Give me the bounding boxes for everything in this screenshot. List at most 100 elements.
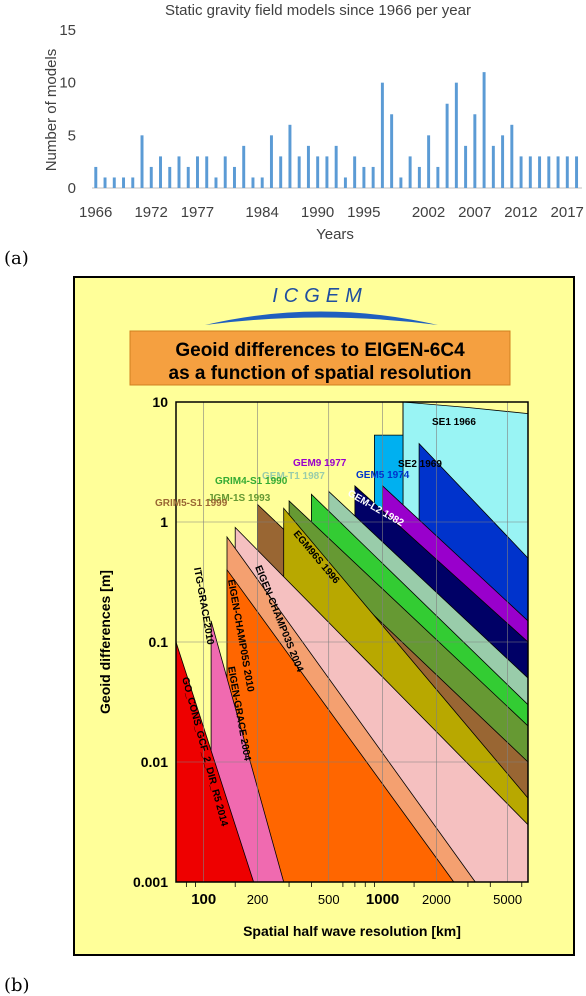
model-label: GEM5 1974 <box>356 470 410 481</box>
bar <box>399 177 403 188</box>
bar <box>343 177 347 188</box>
bar <box>288 124 292 188</box>
bar <box>380 82 384 188</box>
bar <box>149 166 153 188</box>
x-tick-label: 500 <box>318 892 340 907</box>
bar <box>269 135 273 188</box>
y-tick-label: 0.001 <box>133 874 168 890</box>
bar <box>353 156 357 188</box>
x-tick-label: 2017 <box>551 204 584 221</box>
panel-a: Static gravity field models since 1966 p… <box>4 2 584 269</box>
y-tick-label: 10 <box>152 394 168 410</box>
bar <box>436 166 440 188</box>
bar <box>316 156 320 188</box>
bar <box>565 156 569 188</box>
x-tick-label: 2007 <box>458 204 491 221</box>
y-axis-label: Geoid differences [m] <box>97 570 113 714</box>
bar <box>159 156 162 188</box>
plot-border <box>175 401 529 883</box>
bar <box>223 156 227 188</box>
x-tick-label: 1972 <box>134 204 167 221</box>
x-tick-label: 1995 <box>347 204 380 221</box>
x-tick-label: 2012 <box>504 204 537 221</box>
y-tick-label: 0.01 <box>141 754 168 770</box>
bar <box>251 177 255 188</box>
x-axis-label: Spatial half wave resolution [km] <box>243 923 461 939</box>
bar <box>140 135 144 188</box>
bar <box>556 156 560 188</box>
title-line-2: as a function of spatial resolution <box>169 363 472 384</box>
model-label: GEM9 1977 <box>293 458 347 469</box>
y-tick-label: 15 <box>59 22 76 39</box>
bar <box>279 156 283 188</box>
bar <box>408 156 412 188</box>
chart-a-y-tick-labels: 0 5 10 15 <box>59 22 76 197</box>
panel-b-label: (b) <box>4 975 30 996</box>
model-label: JGM-1S 1993 <box>208 493 271 504</box>
y-tick-label: 1 <box>160 514 168 530</box>
panel-a-label: (a) <box>4 248 29 269</box>
bar <box>94 166 98 188</box>
bar <box>427 135 431 188</box>
x-tick-label: 1984 <box>245 204 278 221</box>
y-tick-label: 0.1 <box>149 634 169 650</box>
bar <box>491 145 495 188</box>
bar <box>325 156 329 188</box>
chart-a-x-tick-labels: 1966 1972 1977 1984 1990 1995 2002 2007 2012 2017 <box>79 204 584 221</box>
bar <box>528 156 532 188</box>
model-label: GRIM5-S1 1999 <box>155 498 228 509</box>
bar <box>454 82 458 188</box>
bar <box>334 145 338 188</box>
bar <box>519 156 523 188</box>
bar <box>131 177 135 188</box>
bar <box>122 177 126 188</box>
x-tick-label: 100 <box>191 891 216 908</box>
panel-b: ICGEM Geoid differences to EIGEN-6C4 as … <box>73 276 575 956</box>
y-tick-label: 5 <box>68 127 76 144</box>
bar <box>214 177 218 188</box>
x-tick-labels: 100 200 500 1000 2000 5000 <box>191 891 522 908</box>
bar <box>417 166 421 188</box>
bar <box>390 114 394 188</box>
logo-arc <box>205 311 438 325</box>
bar <box>445 103 449 188</box>
x-tick-label: 5000 <box>493 892 522 907</box>
bar <box>112 177 116 188</box>
bar <box>260 177 264 188</box>
x-tick-label: 200 <box>247 892 269 907</box>
bar <box>196 156 199 188</box>
bar <box>242 145 246 188</box>
y-tick-label: 10 <box>59 75 76 92</box>
chart-a-y-label: Number of models <box>43 49 60 172</box>
x-tick-label: 1977 <box>181 204 214 221</box>
bar <box>473 114 477 188</box>
bar <box>371 166 375 188</box>
x-tick-label: 1966 <box>79 204 112 221</box>
bar <box>306 145 310 188</box>
bar <box>232 166 236 188</box>
model-label: GEM-T1 1987 <box>262 471 325 482</box>
bar <box>297 156 301 188</box>
chart-a-title: Static gravity field models since 1966 p… <box>165 2 471 19</box>
bar <box>575 156 579 188</box>
bar <box>547 156 551 188</box>
bar <box>538 156 542 188</box>
bar <box>177 156 181 188</box>
bar <box>205 156 209 188</box>
y-tick-label: 0 <box>68 180 76 197</box>
bar <box>510 124 514 188</box>
bar <box>501 135 505 188</box>
bar <box>482 72 486 188</box>
bar <box>186 166 190 188</box>
model-label: GRIM4-S1 1990 <box>215 476 288 487</box>
bar <box>168 166 172 188</box>
x-tick-label: 1990 <box>301 204 334 221</box>
title-line-1: Geoid differences to EIGEN-6C4 <box>175 340 465 361</box>
model-label: SE2 1969 <box>398 459 442 470</box>
model-label: SE1 1966 <box>432 417 476 428</box>
title-box <box>129 330 511 386</box>
logo-text: ICGEM <box>272 285 368 307</box>
icgem-logo: ICGEM <box>205 285 438 325</box>
chart-a-bars <box>94 72 579 188</box>
